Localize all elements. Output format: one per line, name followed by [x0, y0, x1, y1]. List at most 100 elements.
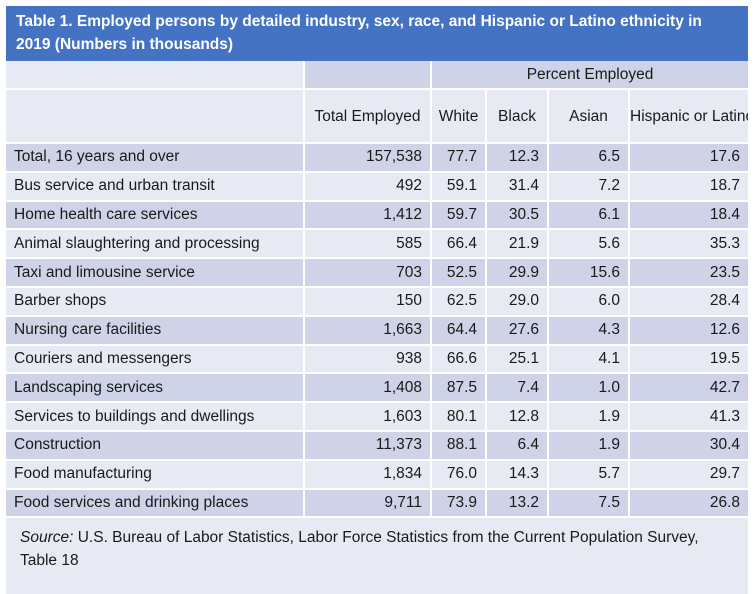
table-header: Percent Employed Total Employed White Bl… — [6, 61, 749, 144]
table-row: Barber shops 150 62.5 29.0 6.0 28.4 — [6, 287, 749, 317]
header-col-black: Black — [487, 90, 549, 144]
cell-black: 27.6 — [487, 316, 549, 346]
cell-white: 73.9 — [432, 489, 487, 519]
cell-asian: 5.7 — [549, 460, 630, 490]
cell-white: 88.1 — [432, 431, 487, 461]
cell-hispanic: 42.7 — [630, 374, 749, 404]
cell-white: 64.4 — [432, 316, 487, 346]
cell-asian: 1.0 — [549, 374, 630, 404]
header-col-hispanic-latino: Hispanic or Latino — [630, 90, 749, 144]
cell-total: 1,603 — [305, 403, 432, 432]
cell-black: 6.4 — [487, 431, 549, 461]
table-row: Construction 11,373 88.1 6.4 1.9 30.4 — [6, 431, 749, 461]
cell-total: 492 — [305, 172, 432, 202]
cell-hispanic: 26.8 — [630, 489, 749, 519]
cell-asian: 4.1 — [549, 345, 630, 375]
cell-hispanic: 23.5 — [630, 259, 749, 288]
cell-hispanic: 12.6 — [630, 316, 749, 346]
cell-total: 150 — [305, 287, 432, 317]
cell-black: 30.5 — [487, 201, 549, 231]
cell-black: 13.2 — [487, 489, 549, 519]
cell-black: 25.1 — [487, 345, 549, 375]
cell-black: 29.0 — [487, 287, 549, 317]
table-row: Food services and drinking places 9,711 73… — [6, 489, 749, 519]
cell-asian: 7.5 — [549, 489, 630, 519]
cell-white: 77.7 — [432, 144, 487, 173]
cell-hispanic: 18.7 — [630, 172, 749, 202]
table-row: Bus service and urban transit 492 59.1 31.4… — [6, 172, 749, 202]
cell-white: 87.5 — [432, 374, 487, 404]
cell-total: 1,412 — [305, 201, 432, 231]
cell-white: 59.1 — [432, 172, 487, 202]
cell-asian: 5.6 — [549, 230, 630, 260]
cell-white: 66.6 — [432, 345, 487, 375]
cell-black: 21.9 — [487, 230, 549, 260]
table-row: Total, 16 years and over 157,538 77.7 12.3 6… — [6, 144, 749, 173]
cell-black: 29.9 — [487, 259, 549, 288]
source-label: Source: — [20, 529, 74, 547]
header-group-row: Percent Employed — [6, 61, 749, 90]
cell-industry-label: Food services and drinking places — [6, 489, 305, 519]
cell-asian: 4.3 — [549, 316, 630, 346]
source-text: U.S. Bureau of Labor Statistics, Labor F… — [20, 529, 699, 570]
cell-industry-label: Bus service and urban transit — [6, 172, 305, 202]
cell-black: 12.8 — [487, 403, 549, 432]
cell-total: 585 — [305, 230, 432, 260]
header-industry-blank — [6, 90, 305, 144]
cell-black: 12.3 — [487, 144, 549, 173]
table-row: Home health care services 1,412 59.7 30.5 6.… — [6, 201, 749, 231]
cell-total: 938 — [305, 345, 432, 375]
cell-industry-label: Construction — [6, 431, 305, 461]
table-row: Services to buildings and dwellings 1,603… — [6, 403, 749, 432]
cell-asian: 7.2 — [549, 172, 630, 202]
employment-data-table: Percent Employed Total Employed White Bl… — [6, 61, 749, 519]
cell-white: 59.7 — [432, 201, 487, 231]
cell-hispanic: 17.6 — [630, 144, 749, 173]
cell-asian: 6.0 — [549, 287, 630, 317]
cell-total: 1,834 — [305, 460, 432, 490]
cell-industry-label: Home health care services — [6, 201, 305, 231]
cell-asian: 6.5 — [549, 144, 630, 173]
cell-black: 7.4 — [487, 374, 549, 404]
cell-total: 157,538 — [305, 144, 432, 173]
table-row: Couriers and messengers 938 66.6 25.1 4.1 19.… — [6, 345, 749, 375]
cell-hispanic: 30.4 — [630, 431, 749, 461]
cell-total: 1,408 — [305, 374, 432, 404]
cell-asian: 15.6 — [549, 259, 630, 288]
table-row: Landscaping services 1,408 87.5 7.4 1.0 42.7 — [6, 374, 749, 404]
cell-total: 703 — [305, 259, 432, 288]
cell-industry-label: Animal slaughtering and processing — [6, 230, 305, 260]
header-group-percent-employed: Percent Employed — [432, 61, 749, 90]
cell-hispanic: 19.5 — [630, 345, 749, 375]
cell-total: 11,373 — [305, 431, 432, 461]
table-body: Total, 16 years and over 157,538 77.7 12.3 6… — [6, 144, 749, 519]
cell-asian: 1.9 — [549, 403, 630, 432]
header-corner-blank — [6, 61, 305, 90]
table-row: Taxi and limousine service 703 52.5 29.9 15.… — [6, 259, 749, 288]
cell-industry-label: Landscaping services — [6, 374, 305, 404]
cell-industry-label: Nursing care facilities — [6, 316, 305, 346]
cell-white: 52.5 — [432, 259, 487, 288]
cell-asian: 1.9 — [549, 431, 630, 461]
cell-industry-label: Taxi and limousine service — [6, 259, 305, 288]
table-title: Table 1. Employed persons by detailed in… — [6, 6, 748, 61]
cell-industry-label: Couriers and messengers — [6, 345, 305, 375]
cell-industry-label: Total, 16 years and over — [6, 144, 305, 173]
table-row: Food manufacturing 1,834 76.0 14.3 5.7 29.7 — [6, 460, 749, 490]
cell-black: 31.4 — [487, 172, 549, 202]
header-col-white: White — [432, 90, 487, 144]
cell-hispanic: 28.4 — [630, 287, 749, 317]
table-source-note: Source: U.S. Bureau of Labor Statistics,… — [6, 518, 748, 594]
cell-industry-label: Barber shops — [6, 287, 305, 317]
table-container: Table 1. Employed persons by detailed in… — [6, 6, 749, 594]
cell-white: 66.4 — [432, 230, 487, 260]
cell-total: 9,711 — [305, 489, 432, 519]
table-row: Nursing care facilities 1,663 64.4 27.6 4.3 1… — [6, 316, 749, 346]
cell-industry-label: Services to buildings and dwellings — [6, 403, 305, 432]
header-col-asian: Asian — [549, 90, 630, 144]
cell-hispanic: 29.7 — [630, 460, 749, 490]
cell-industry-label: Food manufacturing — [6, 460, 305, 490]
cell-total: 1,663 — [305, 316, 432, 346]
header-columns-row: Total Employed White Black Asian Hispani… — [6, 90, 749, 144]
cell-hispanic: 18.4 — [630, 201, 749, 231]
